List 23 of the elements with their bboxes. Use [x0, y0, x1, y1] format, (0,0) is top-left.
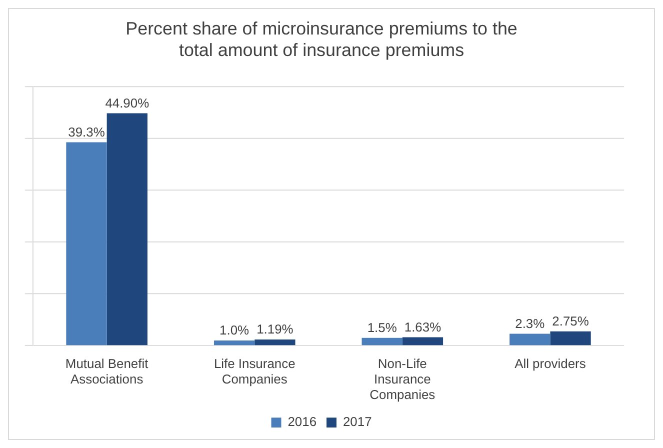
bar [106, 113, 148, 346]
bar [510, 334, 550, 346]
x-tick-label: All providers [514, 356, 586, 371]
bar [66, 142, 107, 346]
data-label: 2.3% [515, 316, 546, 331]
data-label: 39.3% [68, 124, 106, 140]
bar [550, 331, 591, 346]
legend-label: 2016 [288, 414, 317, 430]
data-label: 1.19% [256, 322, 294, 337]
bar [402, 337, 444, 346]
bar [214, 340, 255, 346]
data-label: 1.0% [220, 322, 250, 338]
data-label: 1.63% [404, 319, 442, 334]
x-tick-label: Non-Life Insurance Companies [370, 356, 436, 402]
legend-label: 2017 [342, 414, 372, 430]
data-label: 2.75% [552, 314, 590, 329]
x-tick-label: Life Insurance Companies [214, 356, 296, 386]
data-label: 1.5% [367, 320, 398, 335]
x-tick-label: Mutual Benefit Associations [65, 356, 149, 386]
chart-title: Percent share of microinsurance premiums to the total amount of insurance premiums [126, 18, 518, 60]
bar [254, 339, 296, 346]
data-label: 44.90% [105, 95, 150, 110]
bar [362, 338, 402, 346]
